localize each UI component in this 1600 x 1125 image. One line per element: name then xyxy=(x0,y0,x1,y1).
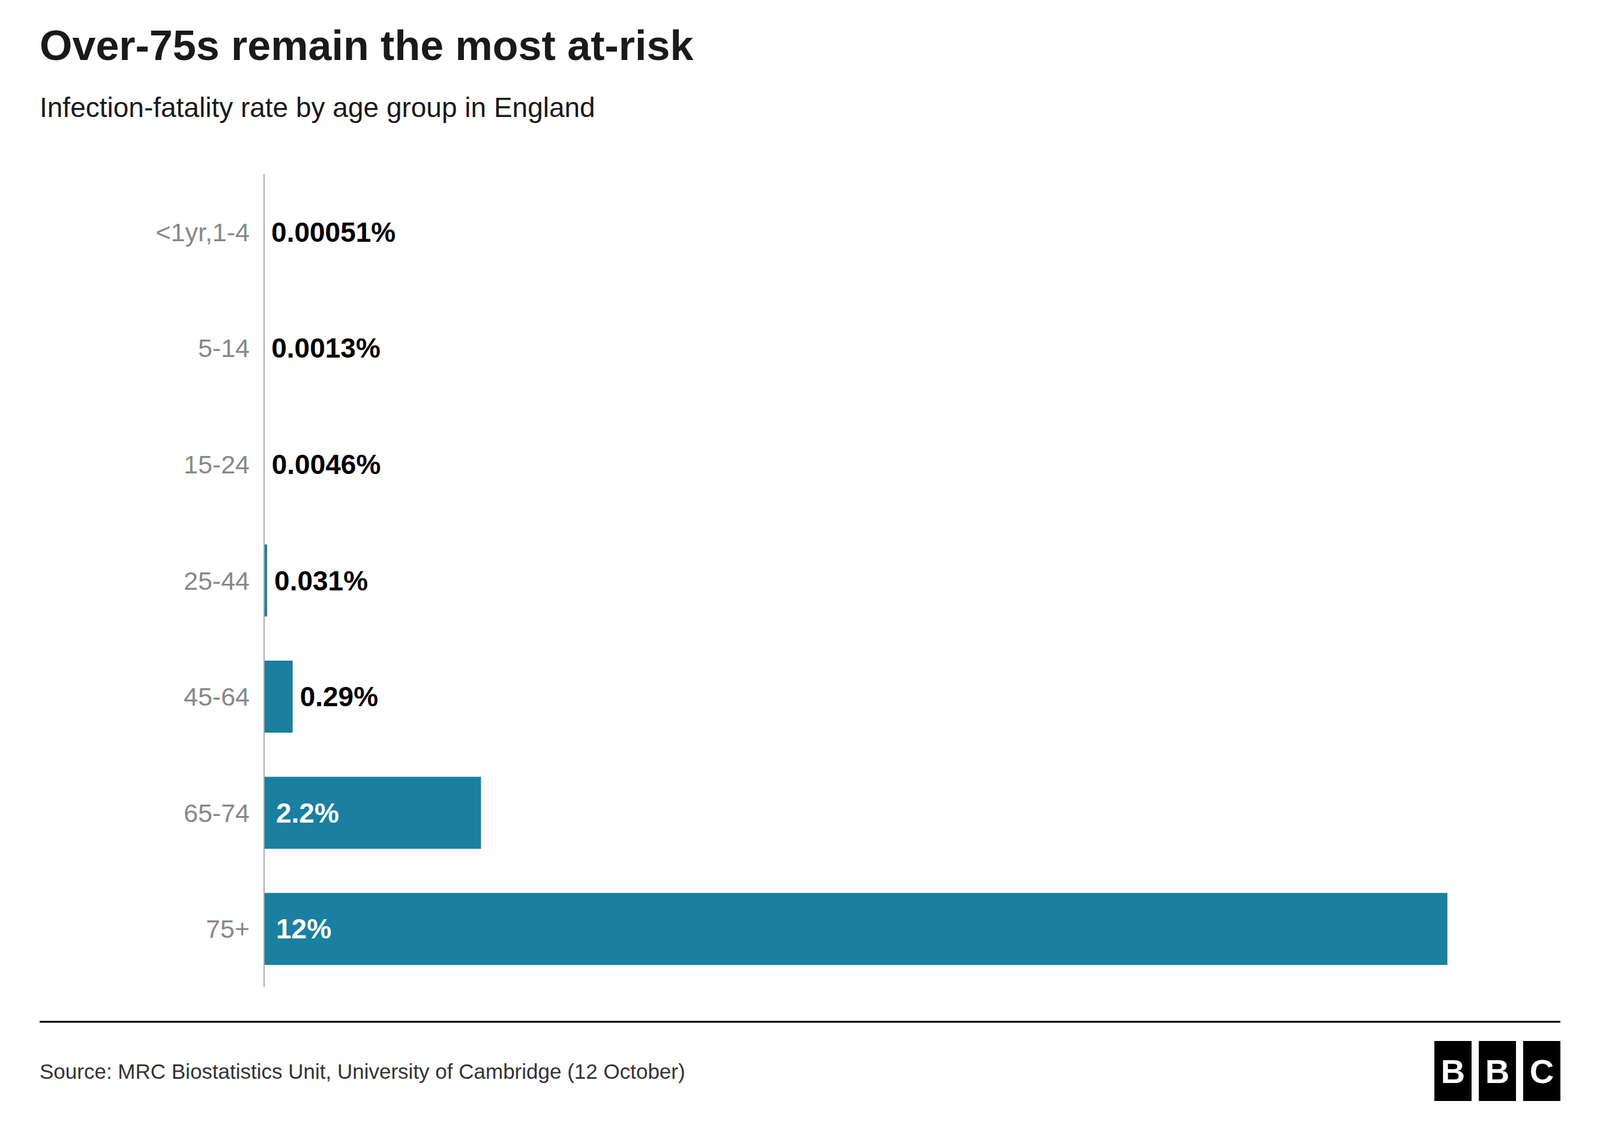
subtitle: Infection-fatality rate by age group in … xyxy=(39,91,596,124)
logo-letter: B xyxy=(1440,1052,1465,1091)
category-label: 45-64 xyxy=(183,682,250,712)
data-label: 0.031% xyxy=(274,565,368,597)
logo-box xyxy=(1434,1041,1472,1102)
category-label: 65-74 xyxy=(183,798,250,828)
footer-rule xyxy=(39,1021,1561,1024)
logo: BBC xyxy=(1434,1041,1561,1102)
category-label: 25-44 xyxy=(183,566,250,596)
logo-letter: B xyxy=(1485,1052,1510,1091)
axis-line xyxy=(263,174,265,988)
logo-letter: C xyxy=(1529,1052,1554,1091)
source: Source: MRC Biostatistics Unit, Universi… xyxy=(39,1059,686,1084)
category-label: 15-24 xyxy=(183,450,250,479)
chart: Over-75s remain the most at-risk Infectio… xyxy=(0,0,1600,1125)
bar xyxy=(264,777,481,850)
title: Over-75s remain the most at-risk xyxy=(39,22,694,70)
category-label: 5-14 xyxy=(198,333,250,363)
logo-box xyxy=(1523,1041,1561,1102)
data-label: 0.0013% xyxy=(271,332,381,364)
data-label: 0.0046% xyxy=(271,448,382,481)
logo-box xyxy=(1478,1041,1516,1102)
data-label: 0.29% xyxy=(300,681,379,713)
y-axis: <1yr,1-4 5-14 15-24 25-44 45-64 65-74 75+ xyxy=(155,174,265,988)
bars xyxy=(264,196,1448,966)
bar xyxy=(264,660,293,733)
background xyxy=(0,0,1600,1125)
bar xyxy=(264,893,1448,966)
category-label: 75+ xyxy=(205,914,250,944)
data-label: 2.2% xyxy=(276,797,340,829)
data-label: 0.00051% xyxy=(271,216,396,248)
data-label: 12% xyxy=(276,913,332,945)
category-label: <1yr,1-4 xyxy=(155,217,250,247)
data-labels: 0.00051% 0.0013% 0.0046% 0.031% 0.29% 2.2% 12% xyxy=(271,216,396,945)
